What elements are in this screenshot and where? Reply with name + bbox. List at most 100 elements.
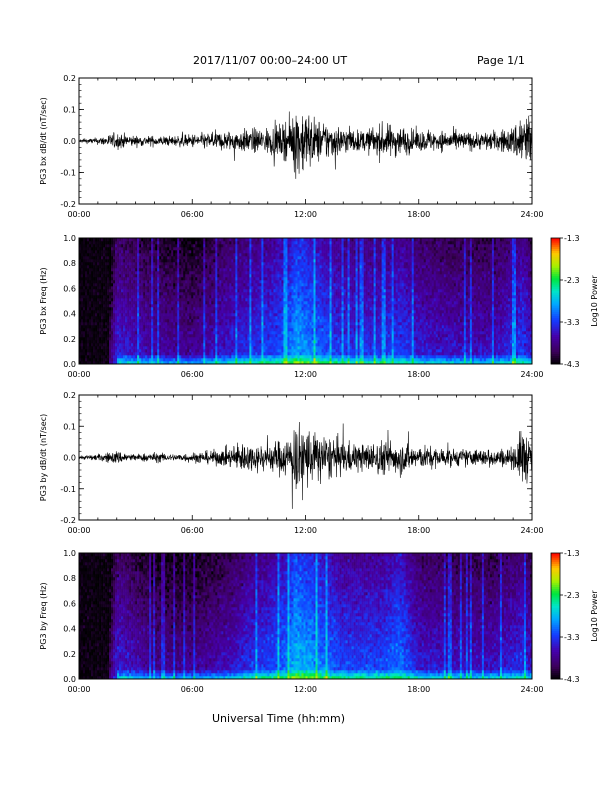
spectrogram-cell [81, 280, 84, 284]
spectrogram-cell [285, 331, 288, 335]
spectrogram-cell [281, 280, 284, 284]
spectrogram-cell [169, 259, 172, 263]
spectrogram-cell [101, 247, 104, 251]
spectrogram-cell [241, 316, 244, 320]
spectrogram-cell [151, 301, 154, 305]
spectrogram-cell [297, 322, 300, 326]
spectrogram-cell [243, 358, 246, 362]
spectrogram-cell [283, 322, 286, 326]
spectrogram-cell [193, 322, 196, 326]
spectrogram-cell [151, 247, 154, 251]
spectrogram-cell [225, 274, 228, 278]
spectrogram-cell [131, 355, 134, 359]
spectrogram-cell [177, 355, 180, 359]
spectrogram-cell [213, 352, 216, 356]
spectrogram-cell [97, 250, 100, 254]
spectrogram-cell [111, 286, 114, 290]
spectrogram-cell [269, 259, 272, 263]
spectrogram-cell [161, 316, 164, 320]
spectrogram-cell [239, 289, 242, 293]
spectrogram-cell [223, 238, 226, 242]
spectrogram-cell [155, 289, 158, 293]
spectrogram-cell [83, 280, 86, 284]
spectrogram-cell [119, 238, 122, 242]
spectrogram-cell [131, 301, 134, 305]
spectrogram-cell [291, 250, 294, 254]
spectrogram-cell [131, 283, 134, 287]
spectrogram-cell [243, 241, 246, 245]
spectrogram-cell [227, 304, 230, 308]
spectrogram-cell [133, 358, 136, 362]
spectrogram-cell [117, 301, 120, 305]
spectrogram-cell [115, 286, 118, 290]
spectrogram-cell [91, 259, 94, 263]
spectrogram-cell [217, 352, 220, 356]
spectrogram-cell [127, 262, 130, 266]
spectrogram-cell [99, 241, 102, 245]
spectrogram-cell [205, 346, 208, 350]
spectrogram-cell [293, 280, 296, 284]
spectrogram-cell [107, 286, 110, 290]
spectrogram-cell [159, 337, 162, 341]
spectrogram-cell [281, 250, 284, 254]
spectrogram-cell [155, 286, 158, 290]
spectrogram-cell [89, 262, 92, 266]
spectrogram-cell [101, 307, 104, 311]
spectrogram-cell [109, 295, 112, 299]
spectrogram-cell [175, 361, 178, 365]
spectrogram-cell [135, 355, 138, 359]
spectrogram-cell [151, 346, 154, 350]
spectrogram-cell [275, 262, 278, 266]
spectrogram-cell [173, 250, 176, 254]
spectrogram-cell [95, 250, 98, 254]
spectrogram-cell [271, 274, 274, 278]
spectrogram-cell [117, 304, 120, 308]
spectrogram-cell [225, 265, 228, 269]
spectrogram-cell [135, 274, 138, 278]
spectrogram-cell [233, 346, 236, 350]
spectrogram-cell [267, 268, 270, 272]
spectrogram-cell [189, 343, 192, 347]
spectrogram-cell [129, 349, 132, 353]
spectrogram-cell [237, 262, 240, 266]
spectrogram-cell [257, 259, 260, 263]
spectrogram-cell [181, 253, 184, 257]
spectrogram-cell [121, 313, 124, 317]
spectrogram-cell [163, 298, 166, 302]
spectrogram-cell [79, 337, 82, 341]
spectrogram-cell [223, 280, 226, 284]
spectrogram-cell [151, 307, 154, 311]
spectrogram-cell [297, 337, 300, 341]
spectrogram-cell [247, 262, 250, 266]
spectrogram-cell [179, 358, 182, 362]
spectrogram-cell [193, 265, 196, 269]
spectrogram-cell [161, 361, 164, 365]
spectrogram-cell [263, 358, 266, 362]
page-number: Page 1/1 [477, 54, 525, 67]
spectrogram-cell [201, 262, 204, 266]
spectrogram-cell [141, 343, 144, 347]
spectrogram-cell [261, 316, 264, 320]
spectrogram-cell [83, 328, 86, 332]
spectrogram-cell [193, 253, 196, 257]
spectrogram-cell [163, 292, 166, 296]
spectrogram-cell [297, 328, 300, 332]
spectrogram-cell [179, 286, 182, 290]
spectrogram-cell [147, 253, 150, 257]
spectrogram-cell [295, 331, 298, 335]
spectrogram-cell [283, 349, 286, 353]
spectrogram-cell [273, 280, 276, 284]
spectrogram-cell [285, 250, 288, 254]
spectrogram-cell [165, 238, 168, 242]
spectrogram-cell [195, 358, 198, 362]
spectrogram-cell [139, 313, 142, 317]
spectrogram-cell [217, 346, 220, 350]
spectrogram-cell [91, 271, 94, 275]
y-tick-label: 0.8 [63, 259, 76, 268]
spectrogram-cell [205, 289, 208, 293]
spectrogram-cell [291, 346, 294, 350]
spectrogram-cell [279, 325, 282, 329]
spectrogram-cell [289, 358, 292, 362]
spectrogram-cell [193, 310, 196, 314]
spectrogram-cell [131, 280, 134, 284]
